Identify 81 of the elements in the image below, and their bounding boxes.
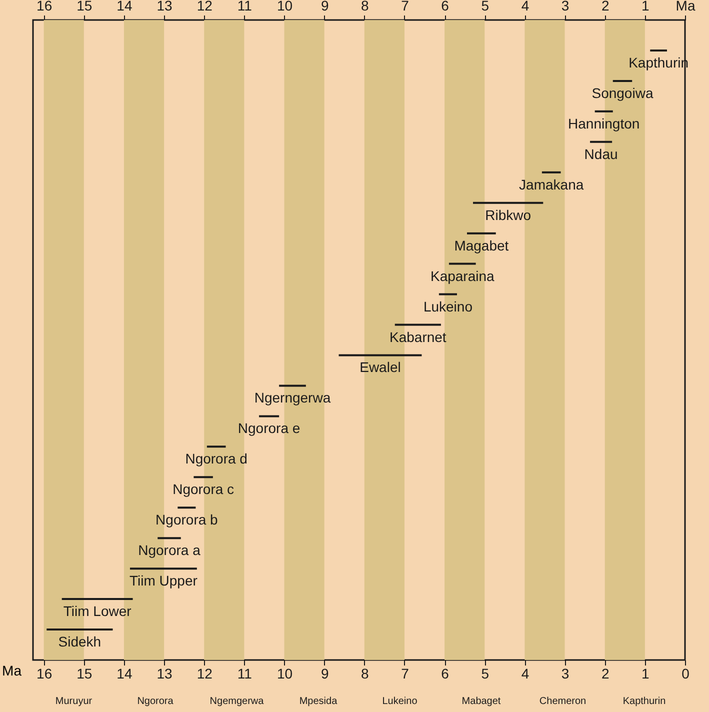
x-tick-label: 8 bbox=[361, 666, 370, 682]
x2-tick-label: 14 bbox=[116, 0, 132, 14]
x-tick-label: 10 bbox=[276, 666, 293, 682]
text: Kapthurin bbox=[622, 696, 666, 707]
x-tick-label: 14 bbox=[116, 666, 132, 682]
y-tick-label: Songoiwa bbox=[592, 84, 654, 101]
bar bbox=[206, 446, 226, 448]
x-tick-label: 9 bbox=[320, 666, 329, 682]
bar bbox=[62, 598, 133, 600]
text: Lukeino bbox=[382, 696, 418, 707]
y-tick-label: Kaparaina bbox=[430, 268, 495, 284]
x-tick-label: 11 bbox=[237, 666, 252, 682]
bar bbox=[259, 415, 280, 418]
bar bbox=[438, 293, 457, 296]
x-tick-label: 1 bbox=[642, 666, 650, 682]
bar bbox=[178, 506, 196, 509]
bar bbox=[194, 476, 213, 478]
x2-tick-label: Ma bbox=[676, 0, 696, 14]
x-tick-label: 4 bbox=[521, 666, 530, 682]
y-tick-label: Ribkwo bbox=[485, 206, 532, 223]
x2-tick-label: 9 bbox=[320, 0, 329, 14]
text: Chemeron bbox=[539, 696, 586, 707]
x2-tick-label: 10 bbox=[276, 0, 293, 14]
y-tick-label: Ewalel bbox=[360, 359, 401, 376]
bar bbox=[650, 49, 667, 52]
text: Mpesida bbox=[299, 696, 338, 707]
y-tick-label: Ngorora c bbox=[172, 481, 234, 498]
y-tick-label: Magabet bbox=[454, 237, 509, 254]
bar bbox=[612, 80, 632, 82]
x2-tick-label: 11 bbox=[237, 0, 252, 14]
bar bbox=[130, 568, 197, 570]
x2-tick-label: 15 bbox=[76, 0, 92, 14]
bar bbox=[590, 140, 612, 143]
x-tick-label: 16 bbox=[36, 666, 52, 682]
x-tick-label: 13 bbox=[156, 666, 173, 682]
x-tick-label: 5 bbox=[481, 666, 490, 682]
y-tick-label: Ngorora d bbox=[185, 450, 248, 467]
text: Ngemgerwa bbox=[210, 696, 264, 707]
text: Ngorora bbox=[137, 696, 174, 707]
bar bbox=[279, 384, 306, 387]
x-tick-label: 12 bbox=[196, 666, 213, 682]
x2-tick-label: 16 bbox=[36, 0, 52, 14]
x-tick-label: 2 bbox=[601, 666, 610, 682]
x-tick-label: 15 bbox=[76, 666, 92, 682]
y-tick-label: Hannington bbox=[568, 115, 640, 132]
x-tick-label: 7 bbox=[401, 666, 410, 682]
bar bbox=[448, 262, 476, 265]
text: Mabaget bbox=[462, 696, 501, 707]
x2-tick-label: 6 bbox=[441, 0, 450, 14]
y-tick-label: Tiim Lower bbox=[63, 603, 132, 620]
x2-tick-label: 2 bbox=[601, 0, 610, 14]
y-tick-label: Ngerngerwa bbox=[254, 390, 331, 406]
x2-tick-label: 13 bbox=[156, 0, 173, 14]
x-axis-title: Ma bbox=[2, 662, 22, 678]
x2-tick-label: 5 bbox=[481, 0, 490, 14]
bar bbox=[46, 628, 113, 631]
y-tick-label: Kabarnet bbox=[389, 328, 446, 345]
y-tick-label: Ngorora e bbox=[238, 420, 300, 436]
y-tick-label: Sidekh bbox=[58, 634, 102, 650]
x2-tick-label: 8 bbox=[361, 0, 370, 14]
bar bbox=[594, 110, 613, 112]
bar bbox=[158, 537, 181, 540]
y-tick-label: Ngorora a bbox=[138, 542, 201, 558]
x2-tick-label: 12 bbox=[196, 0, 213, 14]
x2-tick-label: 3 bbox=[561, 0, 570, 14]
x2-tick-label: 7 bbox=[401, 0, 410, 14]
y-tick-label: Tiim Upper bbox=[129, 572, 198, 589]
bar bbox=[394, 324, 441, 326]
x-tick-label: 6 bbox=[441, 666, 450, 682]
x-tick-label: 3 bbox=[561, 666, 570, 682]
y-tick-label: Jamakana bbox=[519, 176, 584, 192]
x2-tick-label: 4 bbox=[521, 0, 530, 14]
bar bbox=[338, 354, 422, 356]
x-tick-label: 0 bbox=[682, 666, 690, 682]
text: Muruyur bbox=[55, 696, 93, 707]
bar bbox=[542, 171, 561, 174]
y-tick-label: Ngorora b bbox=[156, 512, 218, 528]
bar bbox=[473, 202, 544, 204]
bar bbox=[467, 232, 496, 234]
y-tick-label: Ndau bbox=[584, 146, 618, 162]
x2-tick-label: 1 bbox=[642, 0, 650, 14]
